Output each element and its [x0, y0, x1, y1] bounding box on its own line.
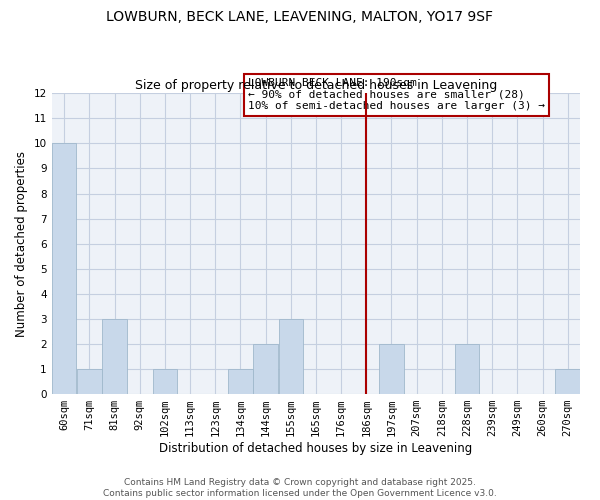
- Bar: [455, 344, 479, 394]
- Y-axis label: Number of detached properties: Number of detached properties: [15, 150, 28, 336]
- Bar: [556, 369, 580, 394]
- Title: Size of property relative to detached houses in Leavening: Size of property relative to detached ho…: [135, 79, 497, 92]
- Bar: [253, 344, 278, 394]
- Text: LOWBURN, BECK LANE, LEAVENING, MALTON, YO17 9SF: LOWBURN, BECK LANE, LEAVENING, MALTON, Y…: [107, 10, 493, 24]
- Bar: [379, 344, 404, 394]
- Bar: [77, 369, 101, 394]
- Bar: [228, 369, 253, 394]
- Text: LOWBURN BECK LANE: 190sqm
← 90% of detached houses are smaller (28)
10% of semi-: LOWBURN BECK LANE: 190sqm ← 90% of detac…: [248, 78, 545, 112]
- Bar: [278, 319, 303, 394]
- Bar: [153, 369, 177, 394]
- Bar: [103, 319, 127, 394]
- Text: Contains HM Land Registry data © Crown copyright and database right 2025.
Contai: Contains HM Land Registry data © Crown c…: [103, 478, 497, 498]
- Bar: [52, 144, 76, 394]
- X-axis label: Distribution of detached houses by size in Leavening: Distribution of detached houses by size …: [160, 442, 473, 455]
